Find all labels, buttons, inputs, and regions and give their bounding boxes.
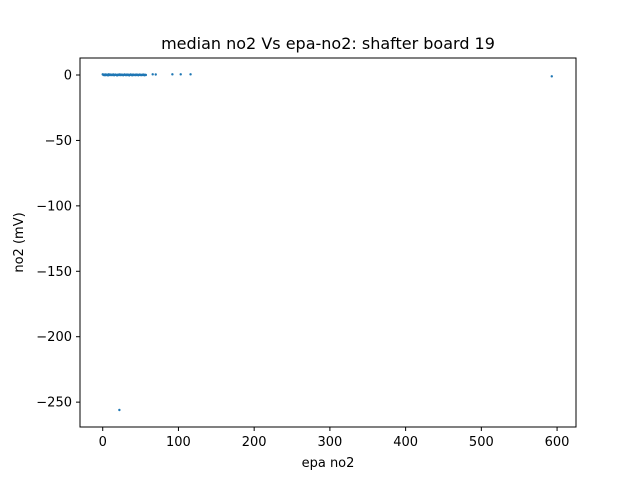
- data-point: [171, 73, 174, 76]
- y-tick-label: 0: [64, 69, 72, 84]
- data-point: [550, 75, 553, 78]
- x-tick-label: 400: [393, 435, 418, 450]
- x-tick-label: 200: [242, 435, 267, 450]
- data-point: [144, 73, 148, 77]
- y-axis: 0 −50 −100 −150 −200 −250: [36, 69, 80, 411]
- y-tick-label: −150: [36, 265, 72, 280]
- data-point: [189, 73, 192, 76]
- data-point: [151, 73, 154, 76]
- x-tick-label: 300: [317, 435, 342, 450]
- x-tick-label: 0: [99, 435, 107, 450]
- x-axis-label: epa no2: [302, 456, 355, 471]
- plot-area: [79, 57, 577, 428]
- y-tick-label: −100: [36, 199, 72, 214]
- x-tick-label: 100: [166, 435, 191, 450]
- x-tick-label: 600: [545, 435, 570, 450]
- data-point: [154, 73, 157, 76]
- data-points: [101, 73, 553, 412]
- y-tick-label: −50: [45, 134, 72, 149]
- data-point: [179, 73, 182, 76]
- y-axis-label: no2 (mV): [12, 212, 27, 272]
- data-point: [118, 408, 121, 412]
- y-tick-label: −200: [36, 330, 72, 345]
- x-axis: 0 100 200 300 400 500 600: [99, 427, 570, 450]
- chart-title: median no2 Vs epa-no2: shafter board 19: [161, 34, 495, 53]
- x-tick-label: 500: [469, 435, 494, 450]
- y-tick-label: −250: [36, 396, 72, 411]
